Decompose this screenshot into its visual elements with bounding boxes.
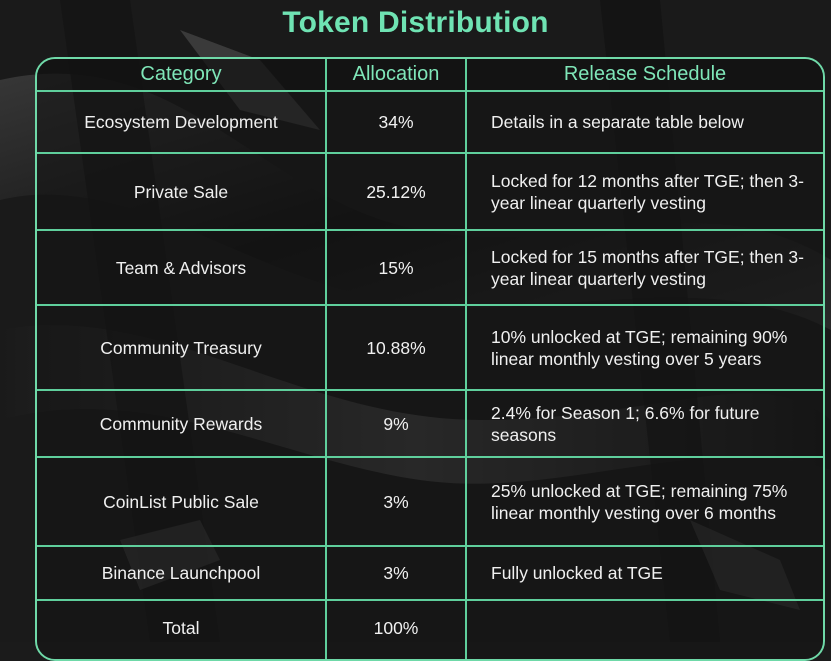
table-row: Ecosystem Development 34% Details in a s… — [37, 90, 823, 154]
allocation-cell: 15% — [325, 229, 467, 306]
allocation-cell: 34% — [325, 90, 467, 154]
table-row: Binance Launchpool 3% Fully unlocked at … — [37, 545, 823, 601]
allocation-cell: 9% — [325, 389, 467, 458]
category-cell: Community Rewards — [37, 389, 327, 458]
category-cell: Private Sale — [37, 152, 327, 231]
total-row: Total 100% — [37, 599, 823, 659]
total-schedule — [465, 599, 823, 659]
table-row: Community Rewards 9% 2.4% for Season 1; … — [37, 389, 823, 458]
header-category: Category — [37, 59, 327, 92]
category-cell: Binance Launchpool — [37, 545, 327, 601]
category-cell: Community Treasury — [37, 304, 327, 391]
schedule-cell: 25% unlocked at TGE; remaining 75% linea… — [465, 456, 823, 547]
table-row: Private Sale 25.12% Locked for 12 months… — [37, 152, 823, 231]
schedule-cell: Locked for 12 months after TGE; then 3-y… — [465, 152, 823, 231]
category-cell: Team & Advisors — [37, 229, 327, 306]
table-row: Team & Advisors 15% Locked for 15 months… — [37, 229, 823, 306]
allocation-cell: 3% — [325, 456, 467, 547]
total-label: Total — [37, 599, 327, 659]
header-release-schedule: Release Schedule — [465, 59, 823, 92]
table-row: CoinList Public Sale 3% 25% unlocked at … — [37, 456, 823, 547]
total-allocation: 100% — [325, 599, 467, 659]
category-cell: Ecosystem Development — [37, 90, 327, 154]
schedule-cell: 10% unlocked at TGE; remaining 90% linea… — [465, 304, 823, 391]
allocation-cell: 25.12% — [325, 152, 467, 231]
page-title: Token Distribution — [282, 6, 549, 39]
schedule-cell: 2.4% for Season 1; 6.6% for future seaso… — [465, 389, 823, 458]
allocation-cell: 3% — [325, 545, 467, 601]
allocation-cell: 10.88% — [325, 304, 467, 391]
schedule-cell: Fully unlocked at TGE — [465, 545, 823, 601]
token-distribution-table: Category Allocation Release Schedule Eco… — [35, 57, 825, 661]
schedule-cell: Details in a separate table below — [465, 90, 823, 154]
schedule-cell: Locked for 15 months after TGE; then 3-y… — [465, 229, 823, 306]
table-header-row: Category Allocation Release Schedule — [37, 59, 823, 92]
header-allocation: Allocation — [325, 59, 467, 92]
category-cell: CoinList Public Sale — [37, 456, 327, 547]
table-row: Community Treasury 10.88% 10% unlocked a… — [37, 304, 823, 391]
